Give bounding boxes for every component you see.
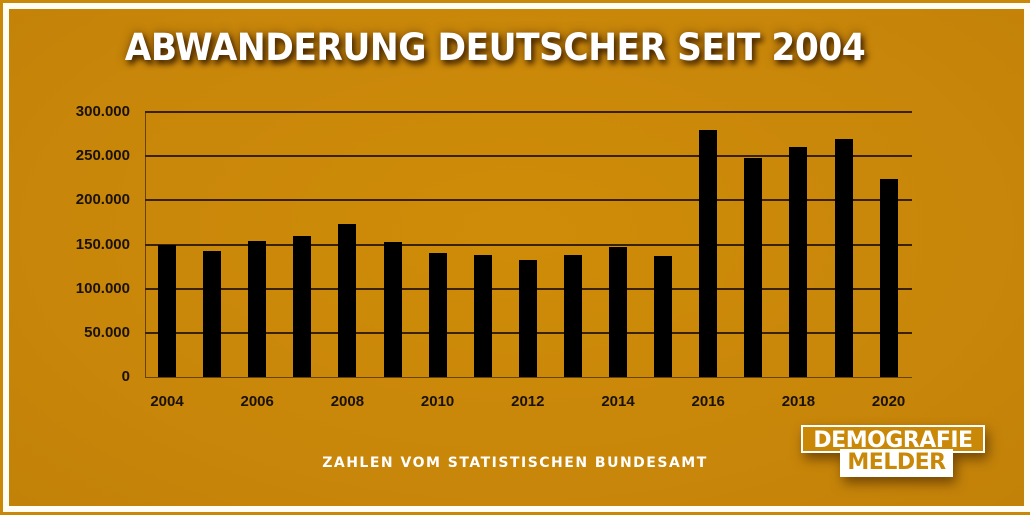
bar-2008 — [338, 224, 357, 377]
gridline — [145, 111, 912, 113]
bar-2006 — [248, 240, 267, 377]
logo-line2: MELDER — [840, 449, 953, 477]
chart-title: ABWANDERUNG DEUTSCHER SEIT 2004 — [124, 26, 866, 69]
bar-2013 — [563, 255, 582, 377]
bar-2012 — [518, 260, 537, 377]
logo-line1: DEMOGRAFIE — [801, 425, 985, 453]
bar-2005 — [203, 250, 222, 377]
y-tick-label: 100.000 — [75, 279, 130, 297]
gridline — [145, 377, 912, 378]
gridline — [145, 155, 912, 158]
bar-2016 — [699, 129, 718, 377]
bar-2014 — [609, 247, 627, 377]
gridline — [145, 243, 912, 246]
gridline — [145, 199, 912, 202]
bar-2019 — [834, 138, 853, 377]
source-note: ZAHLEN VOM STATISTISCHEN BUNDESAMT — [322, 455, 708, 471]
y-tick-label: 200.000 — [75, 191, 130, 209]
y-tick-label: 250.000 — [75, 147, 130, 165]
y-tick-label: 300.000 — [75, 103, 130, 120]
x-tick-label: 2020 — [871, 393, 906, 410]
x-tick-label: 2004 — [150, 393, 184, 410]
bar-2015 — [654, 255, 673, 377]
x-tick-label: 2016 — [691, 393, 725, 410]
x-tick-label: 2010 — [420, 393, 455, 410]
bar-2018 — [789, 147, 808, 377]
bar-2004 — [158, 245, 176, 377]
bar-2020 — [879, 179, 898, 377]
logo-border-left — [801, 451, 840, 453]
y-tick-label: 150.000 — [75, 235, 130, 253]
bar-2011 — [473, 255, 492, 377]
bar-2017 — [744, 157, 763, 377]
bar-2009 — [383, 241, 402, 377]
x-tick-label: 2014 — [601, 393, 635, 410]
y-tick-label: 0 — [121, 368, 130, 385]
x-tick-label: 2012 — [511, 393, 545, 410]
plot-area — [145, 111, 912, 378]
bar-2007 — [293, 235, 312, 377]
demografie-melder-logo: DEMOGRAFIE MELDER — [801, 425, 985, 477]
bar-2010 — [428, 253, 447, 377]
x-tick-label: 2006 — [240, 393, 274, 410]
logo-border-right — [953, 451, 985, 453]
x-tick-label: 2008 — [330, 393, 365, 410]
x-tick-label: 2018 — [781, 393, 816, 410]
y-tick-label: 50.000 — [84, 323, 130, 341]
